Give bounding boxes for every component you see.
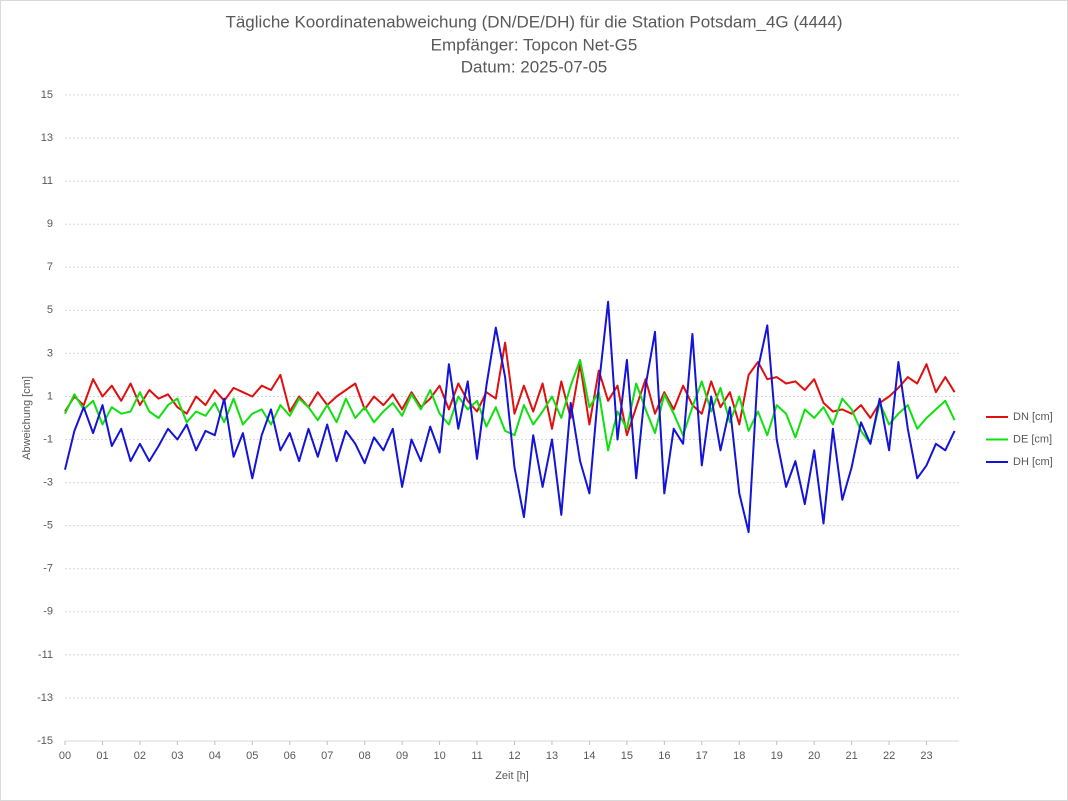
x-tick-label: 23 [920, 750, 932, 762]
data-line [64, 358, 956, 452]
x-tick-label: 08 [359, 750, 371, 762]
y-tick-label: -1 [43, 433, 53, 445]
y-tick-label: 11 [42, 175, 53, 187]
y-tick-label: 3 [47, 347, 53, 359]
y-axis-label: Abweichung [cm] [21, 376, 33, 460]
x-tick-label: 06 [284, 750, 296, 762]
x-tick-label: 19 [771, 750, 783, 762]
legend-label: DE [cm] [1013, 433, 1052, 445]
x-tick-label: 15 [621, 750, 633, 762]
y-tick-label: 5 [47, 304, 53, 316]
x-tick-label: 00 [59, 750, 71, 762]
y-tick-label: 7 [47, 261, 53, 273]
data-line [64, 300, 956, 534]
x-tick-label: 13 [546, 750, 558, 762]
x-tick-label: 14 [583, 750, 595, 762]
y-tick-label: -9 [43, 606, 53, 618]
y-tick-label: 15 [41, 89, 53, 101]
data-line [64, 341, 956, 437]
x-tick-label: 20 [808, 750, 820, 762]
x-tick-label: 04 [209, 750, 221, 762]
x-tick-label: 09 [396, 750, 408, 762]
y-tick-label: -11 [38, 649, 53, 661]
y-tick-label: -15 [37, 735, 53, 747]
y-tick-label: 9 [47, 218, 53, 230]
x-tick-label: 01 [96, 750, 108, 762]
x-tick-label: 03 [171, 750, 183, 762]
y-tick-label: 13 [41, 132, 53, 144]
x-tick-label: 02 [134, 750, 146, 762]
y-tick-label: 1 [47, 390, 53, 402]
legend-label: DH [cm] [1013, 456, 1053, 468]
x-tick-label: 05 [246, 750, 258, 762]
x-tick-label: 17 [696, 750, 708, 762]
chart-subtitle: Empfänger: Topcon Net-G5 [431, 35, 638, 54]
x-tick-label: 22 [883, 750, 895, 762]
y-tick-label: -3 [43, 477, 53, 489]
x-tick-label: 10 [433, 750, 445, 762]
x-tick-label: 16 [658, 750, 670, 762]
x-tick-label: 18 [733, 750, 745, 762]
x-tick-label: 21 [846, 750, 858, 762]
chart-subtitle: Datum: 2025-07-05 [461, 57, 607, 76]
y-tick-label: -13 [37, 692, 53, 704]
y-tick-label: -7 [43, 563, 53, 575]
legend-label: DN [cm] [1013, 411, 1053, 423]
y-tick-label: -5 [43, 520, 53, 532]
x-tick-label: 07 [321, 750, 333, 762]
x-tick-label: 11 [471, 750, 482, 762]
x-axis-label: Zeit [h] [495, 770, 529, 782]
x-tick-label: 12 [508, 750, 520, 762]
chart-title: Tägliche Koordinatenabweichung (DN/DE/DH… [225, 12, 842, 31]
